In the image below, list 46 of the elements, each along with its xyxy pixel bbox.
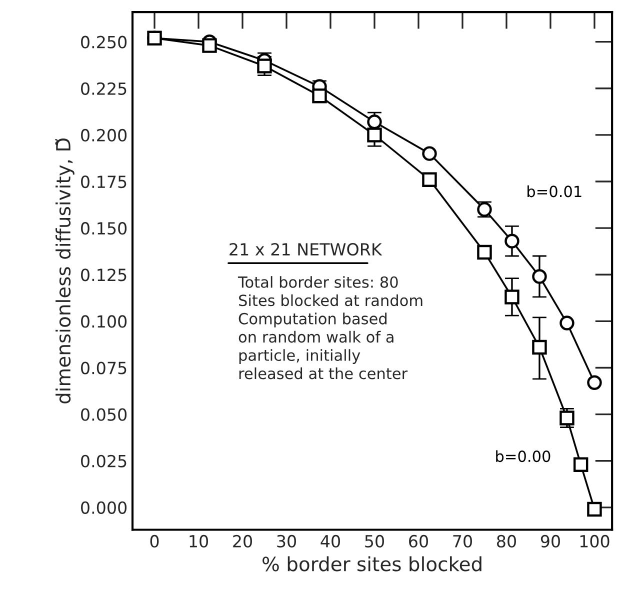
x-tick-label: 50 [365, 534, 384, 548]
x-tick-label: 100 [580, 534, 610, 548]
x-tick-label: 80 [497, 534, 516, 548]
point [367, 128, 382, 142]
y-tick-label: 0.250 [81, 36, 127, 48]
y-tick-label: 0.175 [81, 175, 126, 188]
point [477, 244, 492, 260]
point [147, 30, 162, 46]
annotation: Total border sites: 80 Sites blocked at random Computation based on random walk of a particle, initially released at the center [238, 276, 422, 380]
x-tick-label: 30 [277, 534, 296, 548]
point [504, 290, 520, 304]
y-tick-label: 0.050 [81, 408, 127, 421]
point [422, 172, 437, 188]
point [504, 234, 520, 248]
point [560, 410, 574, 426]
point [532, 269, 547, 284]
x-tick-label: 90 [540, 534, 560, 548]
y-tick-label: 0.200 [81, 128, 127, 142]
series-label: b=0.00 [496, 450, 550, 462]
point [257, 58, 272, 74]
y-tick-label: 0.150 [81, 222, 127, 235]
x-tick-label: 10 [190, 534, 208, 548]
point [573, 457, 588, 472]
x-tick-label: 0 [150, 534, 159, 548]
point [422, 146, 437, 161]
y-tick-label: 0.125 [81, 268, 126, 282]
y-tick-label: 0.075 [81, 362, 126, 374]
point [202, 38, 217, 53]
point [532, 340, 547, 355]
point [367, 114, 382, 130]
x-tick-label: 40 [320, 534, 340, 548]
text: b=0.01 [528, 185, 582, 198]
x-tick-label: 60 [409, 534, 428, 548]
x-tick-label: 70 [453, 534, 472, 548]
x-axis-title: % border sites blocked [262, 556, 482, 572]
point [312, 88, 327, 104]
y-tick-label: 0.100 [81, 315, 127, 328]
y-axis-title: dimensionless diffusivity, D̃ [55, 138, 74, 404]
y-tick-label: 0.000 [81, 501, 127, 514]
y-tick-label: 0.225 [81, 82, 126, 95]
annotation: 21 x 21 NETWORK [230, 243, 382, 256]
point [560, 316, 574, 330]
y-tick-label: 0.025 [81, 454, 126, 468]
point [587, 375, 602, 390]
point [587, 502, 602, 517]
x-tick-label: 20 [233, 534, 252, 548]
